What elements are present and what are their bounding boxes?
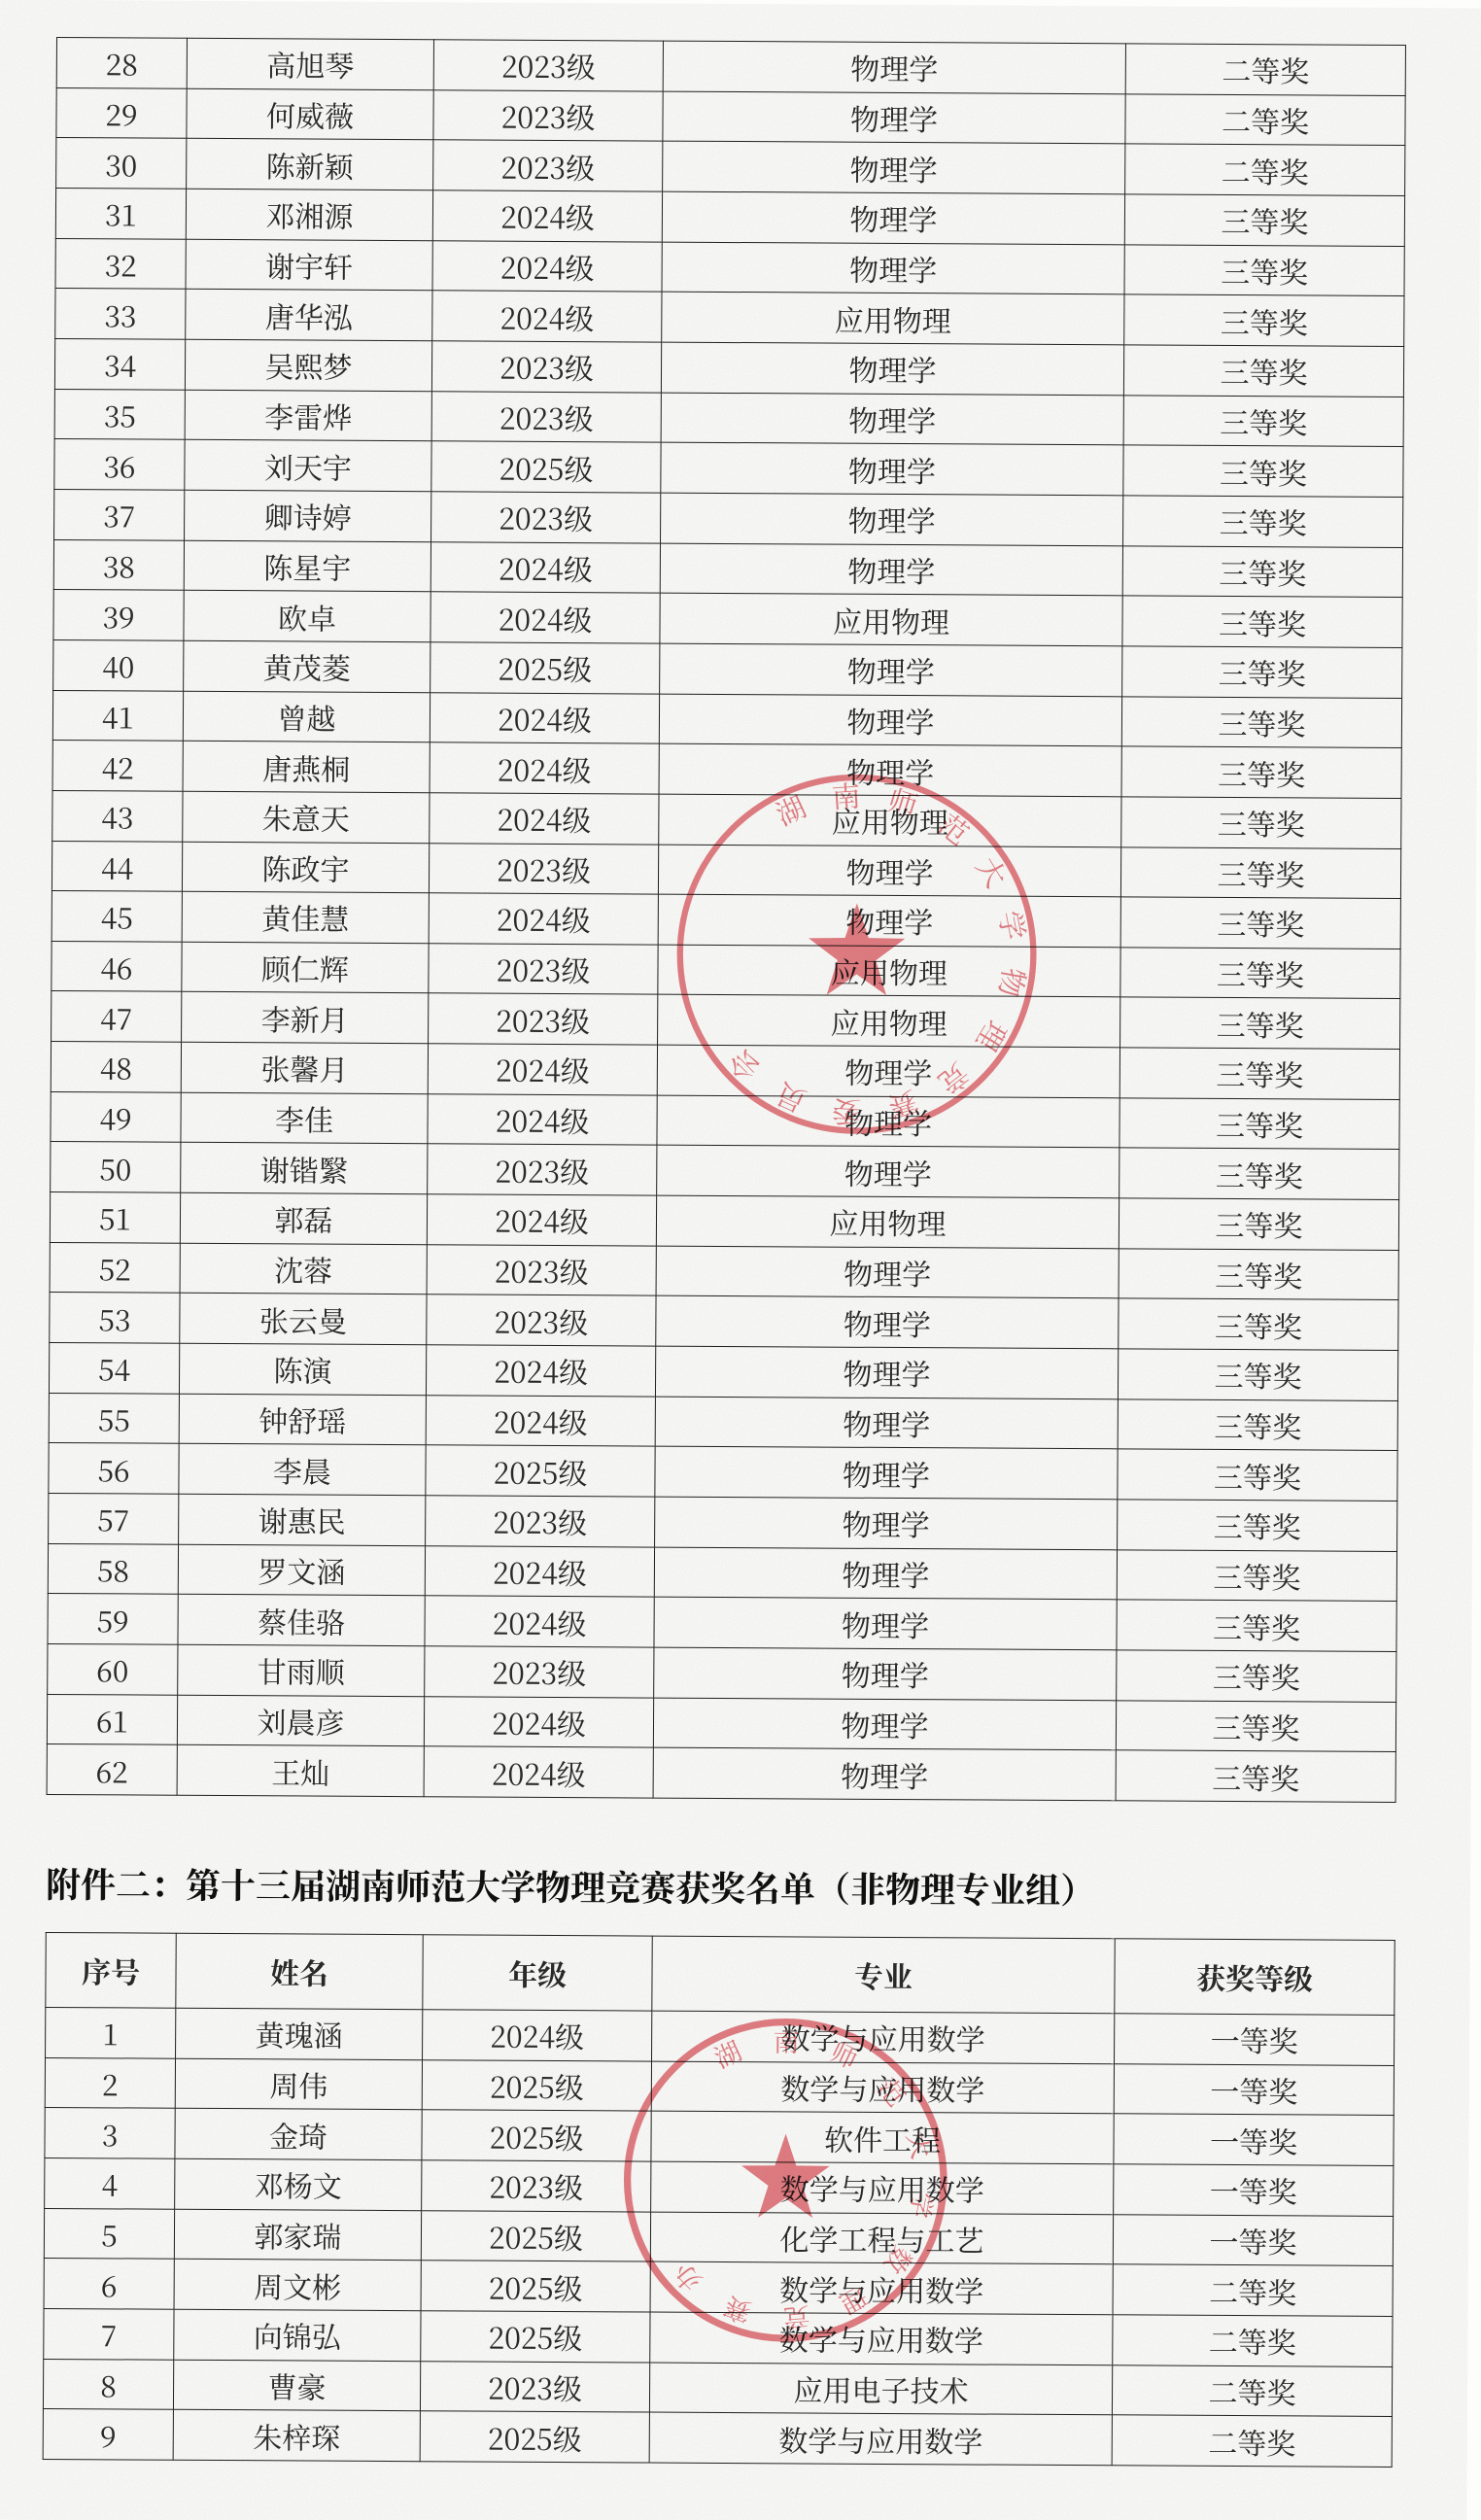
- svg-text:物: 物: [990, 965, 1036, 1001]
- svg-text:会: 会: [719, 1042, 769, 1091]
- svg-text:大: 大: [968, 848, 1017, 894]
- svg-text:范: 范: [930, 804, 978, 853]
- svg-text:学: 学: [990, 907, 1036, 943]
- svg-text:大: 大: [899, 2127, 943, 2162]
- svg-text:竞: 竞: [931, 1054, 979, 1104]
- svg-text:员: 员: [767, 1074, 812, 1123]
- svg-text:湖: 湖: [769, 785, 812, 835]
- svg-text:赛: 赛: [883, 1083, 923, 1130]
- svg-text:竞: 竞: [782, 2299, 811, 2339]
- svg-text:范: 范: [871, 2069, 916, 2114]
- svg-text:赛: 赛: [718, 2289, 756, 2333]
- svg-text:数: 数: [877, 2239, 922, 2283]
- svg-text:办: 办: [663, 2256, 708, 2301]
- svg-text:理: 理: [968, 1014, 1017, 1059]
- svg-text:学: 学: [902, 2189, 944, 2221]
- svg-text:南: 南: [774, 2021, 800, 2059]
- svg-text:委: 委: [831, 1091, 862, 1134]
- svg-text:师: 师: [883, 778, 923, 826]
- svg-text:南: 南: [830, 774, 861, 816]
